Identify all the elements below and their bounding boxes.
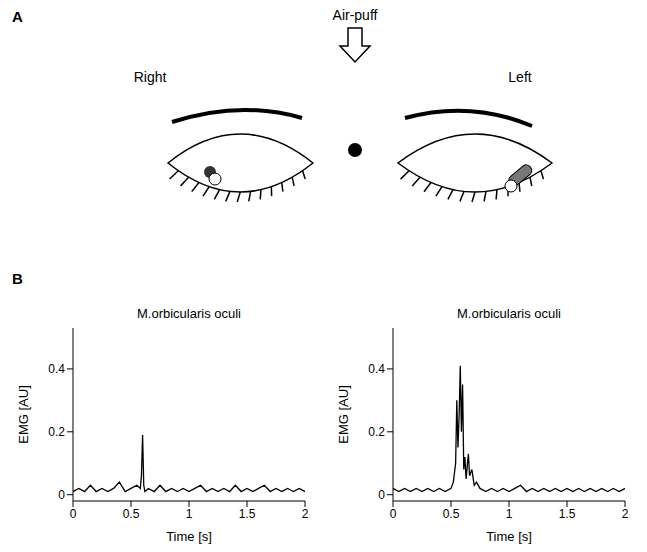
html-text:M.orbicularis oculi: M.orbicularis oculi [137, 306, 241, 321]
svg-text:EMG [AU]: EMG [AU] [336, 385, 351, 444]
svg-text:Left: Left [508, 69, 531, 85]
svg-text:1: 1 [506, 507, 513, 521]
svg-text:0.2: 0.2 [48, 425, 65, 439]
svg-text:0: 0 [70, 507, 77, 521]
svg-text:0.4: 0.4 [368, 362, 385, 376]
svg-text:2: 2 [622, 507, 629, 521]
html-text:B: B [12, 270, 23, 287]
svg-text:0.5: 0.5 [443, 507, 460, 521]
svg-text:0: 0 [378, 488, 385, 502]
svg-text:2: 2 [302, 507, 309, 521]
svg-text:0.2: 0.2 [368, 425, 385, 439]
svg-text:0.4: 0.4 [48, 362, 65, 376]
svg-text:1.5: 1.5 [239, 507, 256, 521]
svg-text:Time [s]: Time [s] [166, 529, 212, 544]
html-text:M.orbicularis oculi: M.orbicularis oculi [457, 306, 561, 321]
svg-text:0: 0 [390, 507, 397, 521]
svg-text:1.5: 1.5 [559, 507, 576, 521]
svg-text:EMG [AU]: EMG [AU] [16, 385, 31, 444]
svg-text:0.5: 0.5 [123, 507, 140, 521]
svg-text:1: 1 [186, 507, 193, 521]
svg-text:Air-puff: Air-puff [333, 7, 378, 23]
svg-text:A: A [12, 8, 23, 25]
svg-text:0: 0 [58, 488, 65, 502]
svg-text:Time [s]: Time [s] [486, 529, 532, 544]
svg-text:Right: Right [134, 69, 167, 85]
